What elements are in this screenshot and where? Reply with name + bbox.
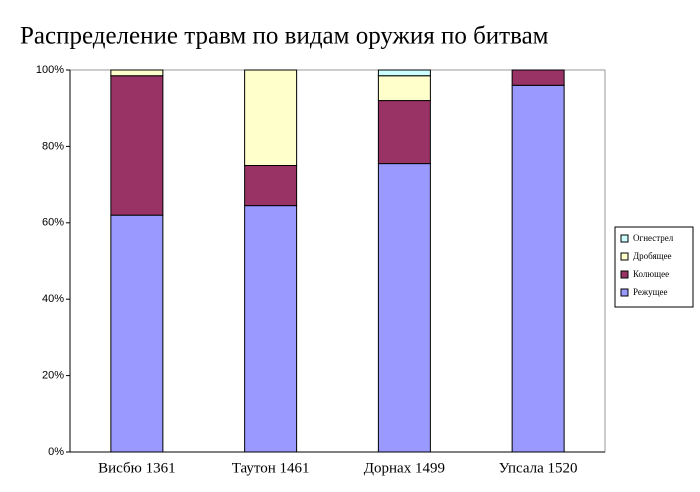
y-tick-label: 20% [42,370,64,382]
legend-swatch [620,270,629,279]
bar-segment [377,69,431,77]
x-tick-label: Дорнах 1499 [364,460,445,476]
legend-label: Дробящее [633,251,672,261]
y-tick-label: 80% [42,140,64,152]
bar-segment [244,165,298,207]
y-tick-label: 0% [48,446,64,458]
legend-label: Огнестрел [633,233,674,243]
legend-swatch [620,234,629,243]
chart-title: Распределение травм по видам оружия по б… [20,23,549,50]
bar-segment [511,84,565,453]
bar-segment [110,69,164,77]
bar-segment [377,163,431,453]
x-tick-label: Таутон 1461 [232,460,310,476]
y-tick-label: 60% [42,217,64,229]
legend-swatch [620,252,629,261]
y-tick-label: 100% [36,64,64,76]
bar-segment [377,100,431,165]
bar-segment [110,214,164,453]
y-tick-label: 40% [42,293,64,305]
bar-segment [110,75,164,216]
bar-segment [511,69,565,86]
x-tick-label: Висбю 1361 [98,460,175,476]
bar-segment [244,205,298,453]
bar-segment [377,75,431,102]
x-tick-label: Упсала 1520 [499,460,578,476]
legend-label: Режущее [633,287,668,297]
legend-label: Колющее [633,269,669,279]
legend-swatch [620,288,629,297]
bar-segment [244,69,298,166]
